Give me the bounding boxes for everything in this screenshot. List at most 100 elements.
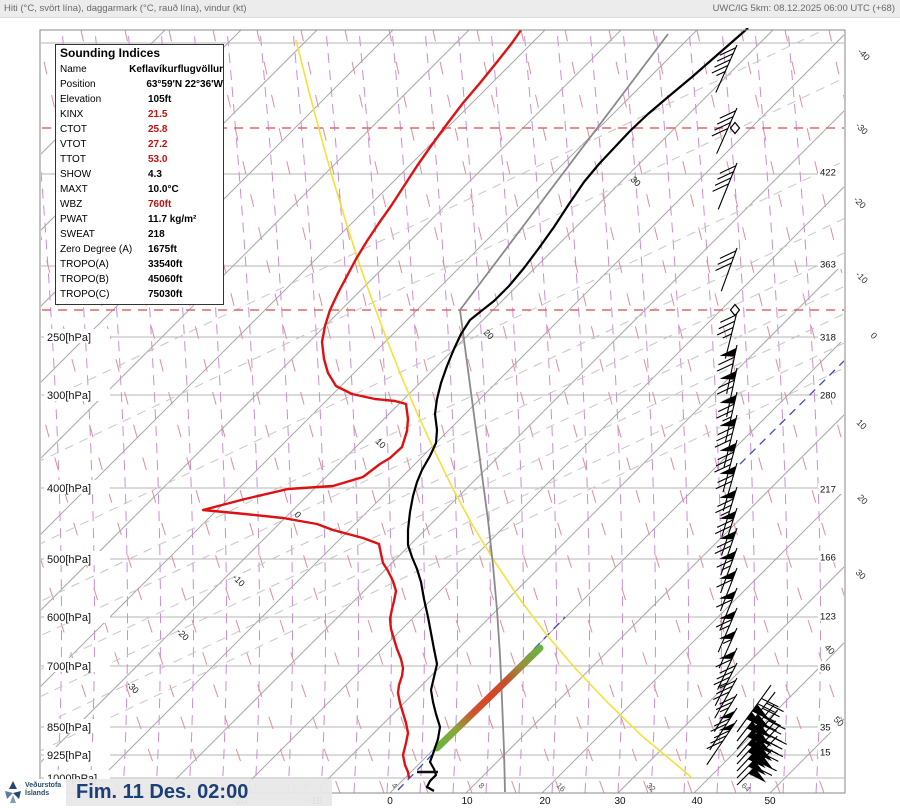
tropopause-diamond-icon	[729, 121, 741, 135]
temp-axis-tick-label: 20	[539, 796, 551, 807]
index-row-position: Position 63°59'N 22°36'W	[56, 77, 223, 92]
temp-axis-tick-label: 10	[461, 796, 473, 807]
index-row-pwat: PWAT 11.7 kg/m²	[56, 212, 223, 227]
temp-axis-tick-label: 40	[691, 796, 703, 807]
height-label: 422	[820, 168, 836, 179]
index-label: CTOT	[60, 124, 88, 135]
index-label: KINX	[60, 109, 84, 120]
mixing-ratio-label: 8	[477, 781, 487, 791]
index-value: 75030ft	[148, 289, 183, 300]
temp-axis-tick-label: 0	[387, 796, 393, 807]
index-label: Elevation	[60, 94, 102, 105]
index-row-tropo-a-: TROPO(A) 33540ft	[56, 257, 223, 272]
index-label: TROPO(A)	[60, 259, 109, 270]
index-row-name: Name Keflavíkurflugvöllur	[56, 62, 223, 77]
wind-barb	[713, 662, 738, 707]
index-label: Position	[60, 79, 96, 90]
height-label: 217	[820, 485, 836, 496]
height-label: 318	[820, 333, 836, 344]
pressure-axis-label: 700[hPa]	[47, 661, 91, 673]
wind-barb	[715, 607, 738, 653]
logo-line2: Íslands	[25, 790, 50, 797]
pressure-axis-label: 600[hPa]	[47, 612, 91, 624]
pressure-axis-label: 850[hPa]	[47, 722, 91, 734]
temp-axis-tick-label: 30	[614, 796, 626, 807]
wind-barb	[716, 311, 738, 359]
pressure-axis-label: 250[hPa]	[47, 332, 91, 344]
height-label: 166	[820, 553, 836, 564]
titlebar-legend: Hiti (°C, svört lína), daggarmark (°C, r…	[4, 3, 247, 14]
wind-barb	[714, 527, 738, 576]
index-value: 63°59'N 22°36'W	[146, 79, 223, 90]
wind-barb	[715, 486, 738, 537]
index-value: 11.7 kg/m²	[148, 214, 197, 225]
tropopause-diamond-icon	[729, 303, 741, 317]
index-value: 218	[148, 229, 165, 240]
logo-compass-icon	[5, 781, 21, 803]
index-value: 760ft	[148, 199, 172, 210]
index-label: MAXT	[60, 184, 88, 195]
wind-barb	[714, 414, 738, 468]
index-label: SWEAT	[60, 229, 95, 240]
height-label: 280	[820, 391, 836, 402]
wind-barb	[716, 367, 738, 418]
wind-barb	[714, 439, 738, 493]
titlebar-run-info: UWC/IG 5km: 08.12.2025 06:00 UTC (+68)	[712, 3, 895, 14]
index-value: 45060ft	[148, 274, 183, 285]
index-value: 10.0°C	[148, 184, 179, 195]
index-value: 25.8	[148, 124, 168, 135]
index-value: 53.0	[148, 154, 168, 165]
mixing-ratio-label: 4	[390, 781, 400, 791]
index-label: TTOT	[60, 154, 86, 165]
pressure-axis-label: 400[hPa]	[47, 483, 91, 495]
index-value: 33540ft	[148, 259, 183, 270]
indices-rows: Name Keflavíkurflugvöllur Position 63°59'N …	[56, 62, 223, 302]
indices-title: Sounding Indices	[60, 46, 161, 60]
wind-barb	[715, 247, 738, 292]
index-value: 4.3	[148, 169, 162, 180]
index-row-elevation: Elevation 105ft	[56, 92, 223, 107]
height-label: 363	[820, 260, 836, 271]
index-label: TROPO(B)	[60, 274, 109, 285]
index-label: WBZ	[60, 199, 83, 210]
wind-barb	[713, 677, 738, 719]
wind-barb	[716, 344, 738, 395]
titlebar: Hiti (°C, svört lína), daggarmark (°C, r…	[0, 0, 900, 18]
wind-barb	[715, 462, 738, 512]
index-row-kinx: KINX 21.5	[56, 107, 223, 122]
wind-barb-column	[706, 44, 787, 786]
wind-barb	[711, 107, 738, 154]
index-label: VTOT	[60, 139, 87, 150]
index-value: 1675ft	[148, 244, 177, 255]
height-label: 35	[820, 723, 831, 734]
wind-barb	[716, 547, 738, 594]
index-label: Name	[60, 64, 87, 75]
height-label: 15	[820, 748, 831, 759]
index-label: PWAT	[60, 214, 88, 225]
isotherm-edge-label: 0	[869, 330, 880, 341]
wind-barb	[706, 719, 738, 766]
index-row-tropo-c-: TROPO(C) 75030ft	[56, 287, 223, 302]
logo-text: Veðurstofa Íslands	[25, 782, 61, 798]
index-row-maxt: MAXT 10.0°C	[56, 182, 223, 197]
index-value: 21.5	[148, 109, 168, 120]
valid-time-label: Fim. 11 Des. 02:00	[66, 779, 332, 806]
vedurstofa-logo: Veðurstofa Íslands	[2, 779, 66, 807]
sounding-indices-panel: Sounding Indices Name Keflavíkurflugvöllu…	[55, 44, 224, 305]
wind-barb	[713, 693, 738, 732]
index-value: 27.2	[148, 139, 168, 150]
index-row-zero-degree-a-: Zero Degree (A) 1675ft	[56, 242, 223, 257]
index-row-ctot: CTOT 25.8	[56, 122, 223, 137]
wind-barb	[736, 749, 777, 786]
index-row-vtot: VTOT 27.2	[56, 137, 223, 152]
height-label: 86	[820, 663, 831, 674]
index-row-sweat: SWEAT 218	[56, 227, 223, 242]
index-value: Keflavíkurflugvöllur	[129, 64, 223, 75]
index-label: Zero Degree (A)	[60, 244, 133, 255]
wind-barb	[716, 391, 738, 443]
index-row-tropo-b-: TROPO(B) 45060ft	[56, 272, 223, 287]
index-label: TROPO(C)	[60, 289, 110, 300]
wind-barb	[715, 647, 738, 690]
